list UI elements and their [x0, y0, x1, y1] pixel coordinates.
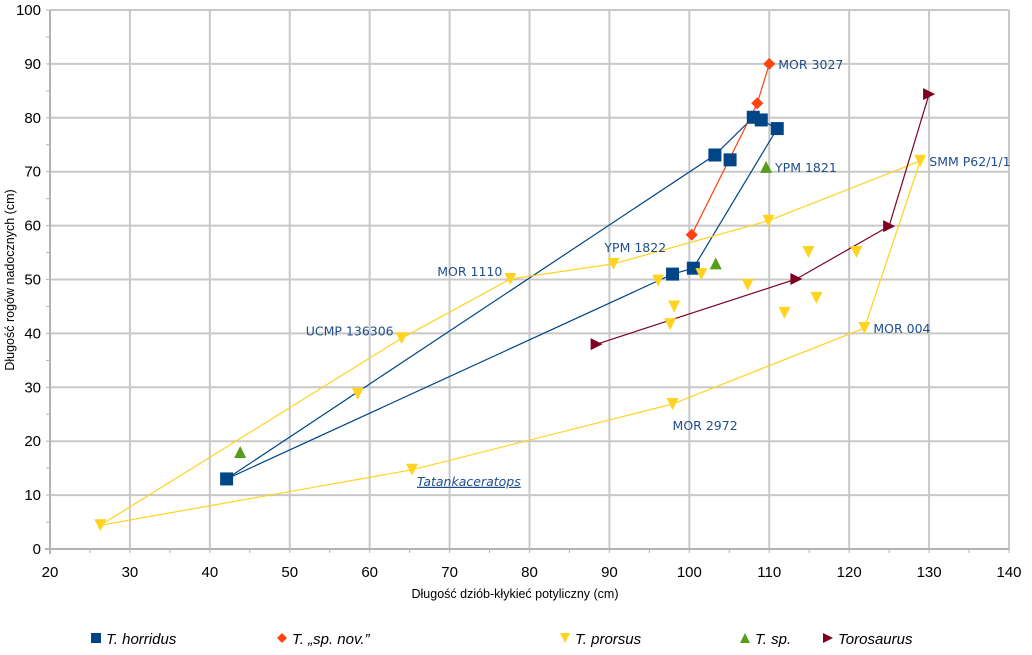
data-point-t-prorsus [802, 246, 815, 259]
x-tick-label: 30 [122, 564, 139, 581]
x-tick-label: 90 [601, 564, 618, 581]
annotation-label: MOR 004 [873, 321, 930, 336]
annotation-label: MOR 2972 [673, 418, 738, 433]
y-tick-label: 40 [24, 325, 41, 342]
data-point-t-prorsus [741, 278, 754, 291]
annotation-label: YPM 1822 [603, 240, 666, 255]
data-point-torosaurus [883, 220, 896, 233]
y-axis-label: Długość rogów nadocznych (cm) [3, 189, 17, 370]
data-point-t-sp-nov [763, 57, 776, 70]
legend-item-t-horridus: T. horridus [91, 631, 177, 648]
legend-label: T. sp. [755, 631, 791, 648]
legend-item-t-sp: T. sp. [740, 631, 791, 648]
y-tick-label: 20 [24, 433, 41, 450]
x-tick-label: 100 [677, 564, 702, 581]
legend-label: T. prorsus [575, 631, 642, 648]
data-point-t-horridus [686, 261, 700, 275]
legend-item-torosaurus: Torosaurus [823, 631, 913, 648]
data-point-t-prorsus [762, 214, 775, 227]
data-point-t-sp-nov [685, 228, 698, 241]
legend-marker-torosaurus [823, 633, 833, 643]
data-point-t-sp [709, 257, 722, 270]
y-tick-labels: 0 10 20 30 40 50 60 70 80 90 100 [16, 2, 41, 558]
data-point-t-horridus [220, 472, 234, 486]
data-point-torosaurus [790, 272, 803, 285]
data-point-t-horridus [666, 267, 680, 281]
data-point-t-horridus [723, 153, 737, 167]
legend-label: Torosaurus [838, 631, 913, 648]
series-lines [99, 63, 930, 526]
legend-label: T. horridus [106, 631, 177, 648]
x-tick-label: 20 [42, 564, 59, 581]
y-tick-label: 0 [33, 541, 41, 558]
data-point-t-horridus [770, 122, 784, 136]
y-tick-label: 50 [24, 272, 41, 289]
annotation-label: MOR 3027 [778, 57, 843, 72]
data-point-t-prorsus [850, 246, 863, 259]
series-line-t-sp-nov [691, 63, 770, 236]
legend-marker-t-horridus [91, 633, 101, 643]
y-tick-label: 10 [24, 487, 41, 504]
data-point-t-prorsus [351, 387, 364, 400]
annotation-label: UCMP 136306 [306, 323, 394, 338]
data-point-t-prorsus [94, 519, 107, 532]
series-points [94, 57, 936, 532]
x-tick-label: 40 [201, 564, 218, 581]
y-tick-label: 100 [16, 2, 41, 19]
legend-marker-t-sp [740, 633, 750, 643]
x-tick-label: 80 [521, 564, 538, 581]
data-point-t-sp [760, 160, 773, 173]
legend-marker-t-prorsus [560, 633, 570, 643]
data-point-torosaurus [590, 338, 603, 351]
data-point-t-sp [234, 445, 247, 458]
axes [45, 9, 1010, 554]
data-point-t-prorsus [607, 257, 620, 270]
data-point-t-prorsus [810, 291, 823, 304]
data-point-t-prorsus [666, 398, 679, 411]
annotation-label: YPM 1821 [774, 160, 837, 175]
annotations: MOR 3027 YPM 1821 SMM P62/1/1 YPM 1822 MOR 1… [306, 57, 1011, 489]
x-tick-label: 110 [757, 564, 781, 581]
y-tick-label: 90 [24, 56, 41, 73]
series-line-t-prorsus [99, 159, 922, 526]
data-point-t-prorsus [406, 463, 419, 476]
annotation-label: MOR 1110 [437, 264, 502, 279]
y-tick-label: 80 [24, 110, 41, 127]
data-point-t-prorsus [914, 154, 927, 167]
x-tick-label: 50 [281, 564, 298, 581]
data-point-t-prorsus [395, 332, 408, 345]
series-line-torosaurus [596, 93, 930, 345]
y-tick-label: 30 [24, 379, 41, 396]
x-tick-label: 70 [441, 564, 458, 581]
data-point-t-prorsus [504, 272, 517, 285]
legend-label: T. „sp. nov.” [292, 631, 371, 648]
legend-item-t-prorsus: T. prorsus [560, 631, 642, 648]
data-point-t-horridus [708, 148, 722, 162]
data-point-torosaurus [923, 88, 936, 101]
y-tick-label: 70 [24, 164, 41, 181]
data-point-t-prorsus [695, 268, 708, 281]
x-tick-label: 120 [837, 564, 862, 581]
legend-marker-t-sp-nov [277, 633, 287, 643]
data-point-t-prorsus [778, 306, 791, 319]
data-point-t-prorsus [668, 300, 681, 313]
data-point-t-prorsus [664, 318, 677, 331]
annotation-label: SMM P62/1/1 [929, 154, 1010, 169]
legend-item-t-sp-nov: T. „sp. nov.” [277, 631, 371, 648]
y-tick-label: 60 [24, 218, 41, 235]
x-tick-label: 140 [996, 564, 1021, 581]
x-tick-label: 60 [361, 564, 378, 581]
legend: T. horridus T. „sp. nov.” T. prorsus T. sp.… [91, 631, 913, 648]
grid [49, 9, 1010, 550]
x-tick-labels: 20 30 40 50 60 70 80 90 100 110 120 130 140 [42, 564, 1022, 581]
x-tick-label: 130 [917, 564, 942, 581]
x-axis-label: Długość dziób-kłykieć potyliczny (cm) [411, 587, 618, 601]
data-point-t-sp-nov [751, 97, 764, 110]
data-point-t-prorsus [652, 274, 665, 287]
data-point-t-horridus [754, 113, 768, 127]
annotation-label: Tatankaceratops [417, 474, 521, 489]
data-point-t-prorsus [858, 322, 871, 335]
